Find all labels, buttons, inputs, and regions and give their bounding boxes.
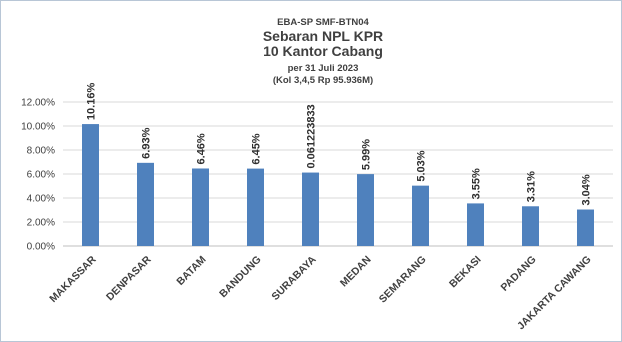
y-tick-label: 6.00% [27, 170, 55, 181]
bar [192, 168, 209, 246]
data-label: 5.99% [361, 139, 373, 170]
y-tick-label: 12.00% [21, 98, 55, 109]
bar [247, 168, 264, 246]
x-tick-label: BEKASI [447, 254, 484, 291]
data-label: 6.45% [251, 133, 263, 164]
x-tick-label: BATAM [174, 253, 208, 287]
bar [357, 174, 374, 246]
y-axis-ticks: 0.00% 2.00% 4.00% 6.00% 8.00% 10.00% 12.00% [21, 98, 55, 253]
data-label: 10.16% [86, 83, 98, 121]
title-line-0: EBA-SP SMF-BTN04 [277, 17, 369, 28]
data-label: 5.03% [416, 150, 428, 181]
y-tick-label: 2.00% [27, 218, 55, 229]
x-axis-ticks: MAKASSAR DENPASAR BATAM BANDUNG SURABAYA MEDA… [47, 253, 593, 332]
bar [137, 162, 154, 246]
bar [522, 206, 539, 246]
title-line-4: (Kol 3,4,5 Rp 95.936M) [273, 75, 373, 86]
bar [302, 172, 319, 246]
x-tick-label: MAKASSAR [47, 253, 99, 305]
y-tick-label: 4.00% [27, 194, 55, 205]
bar [577, 209, 594, 246]
bars [82, 124, 594, 246]
x-tick-label: DENPASAR [104, 253, 154, 303]
data-label: 6.46% [196, 133, 208, 164]
y-tick-label: 8.00% [27, 146, 55, 157]
x-tick-label: BANDUNG [217, 254, 263, 300]
x-tick-label: SURABAYA [269, 253, 318, 302]
title-line-2: 10 Kantor Cabang [263, 43, 383, 59]
x-tick-label: MEDAN [338, 254, 374, 290]
bar [82, 124, 99, 246]
gridlines [63, 101, 613, 247]
x-tick-label: PADANG [499, 254, 539, 294]
data-labels: 10.16% 6.93% 6.46% 6.45% 0.061223833 5.99% 5.0… [86, 83, 593, 206]
title-line-1: Sebaran NPL KPR [263, 28, 383, 44]
title-line-3: per 31 Juli 2023 [288, 63, 359, 74]
bar [467, 203, 484, 246]
data-label: 0.061223833 [306, 104, 318, 168]
data-label: 6.93% [141, 127, 153, 158]
y-tick-label: 0.00% [27, 242, 55, 253]
x-tick-label: SEMARANG [377, 254, 429, 306]
y-tick-label: 10.00% [21, 122, 55, 133]
data-label: 3.55% [471, 168, 483, 199]
data-label: 3.04% [581, 174, 593, 205]
bar [412, 185, 429, 246]
data-label: 3.31% [526, 171, 538, 202]
